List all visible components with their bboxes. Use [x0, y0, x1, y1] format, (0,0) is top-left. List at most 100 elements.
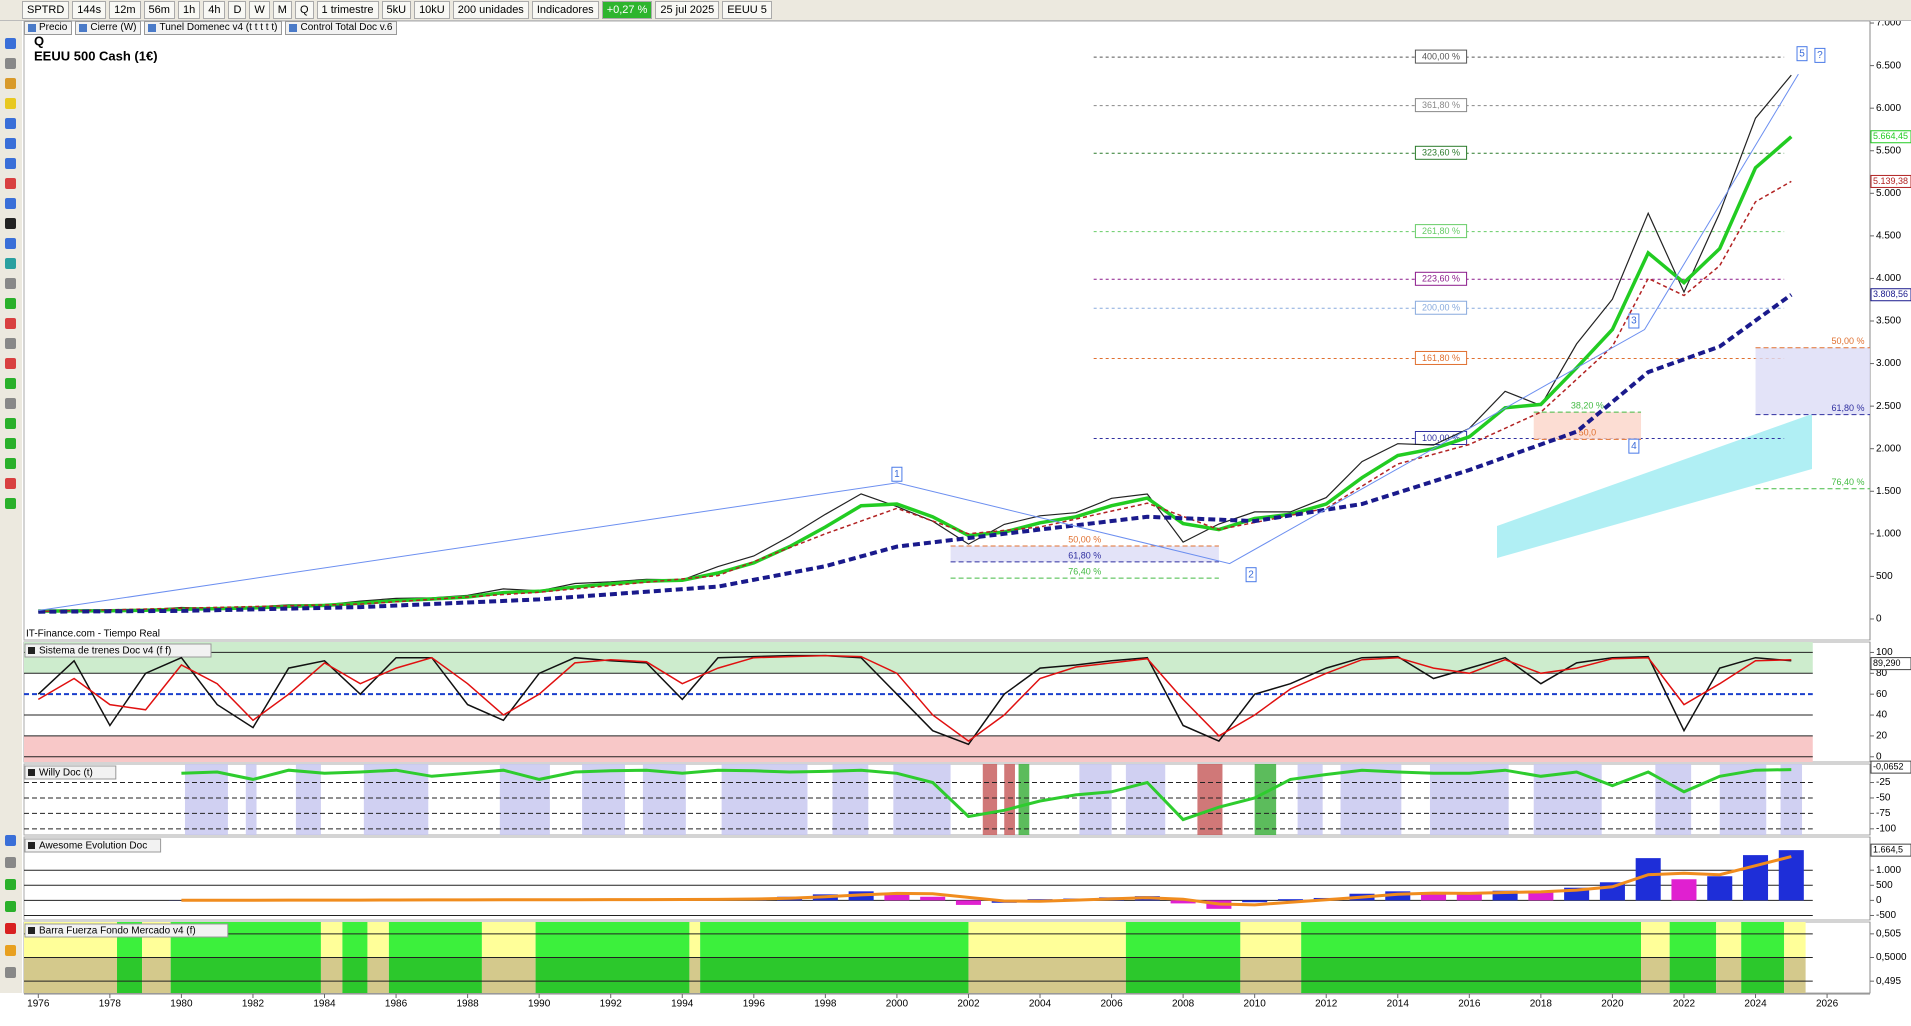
toolbar-button[interactable]: W [249, 1, 270, 19]
tool-icon[interactable] [5, 879, 16, 890]
toolbar-button[interactable]: M [272, 1, 292, 19]
x-tick-label: 2000 [886, 999, 909, 1010]
fib-label: 323,60 % [1422, 148, 1460, 158]
fib-label: 161,80 % [1422, 353, 1460, 363]
tool-icon[interactable] [5, 278, 16, 289]
tool-icon[interactable] [5, 338, 16, 349]
panel-frame [23, 836, 1871, 921]
tool-icon[interactable] [5, 138, 16, 149]
wave-label: 3 [1631, 316, 1637, 327]
state-segment [700, 922, 969, 958]
y-tick-label: -100 [1876, 823, 1896, 834]
retracement-zone [1755, 347, 1870, 415]
tool-icon[interactable] [5, 78, 16, 89]
series-line [37, 654, 1792, 743]
fib-label-box [1414, 49, 1468, 64]
tool-icon[interactable] [5, 923, 16, 934]
chart-subtitle: EEUU 500 Cash (1€) [34, 48, 158, 63]
tool-icon[interactable] [5, 857, 16, 868]
tool-icon[interactable] [5, 967, 16, 978]
x-tick-label: 2016 [1458, 999, 1481, 1010]
fib-label: 361,80 % [1422, 100, 1460, 110]
tool-icon[interactable] [5, 398, 16, 409]
toolbar: SPTRD 144s 12m 56m 1h 4h D W M Q 1 trimestre 5kU 10k… [0, 0, 1911, 21]
toolbar-button[interactable]: 200 unidades [452, 1, 529, 19]
y-tick-label: -50 [1876, 793, 1891, 804]
tool-icon[interactable] [5, 318, 16, 329]
toolbar-button[interactable]: 25 jul 2025 [655, 1, 720, 19]
panel: 1.000 500 0 -500 1.664,5 Awesome Evolution Do… [23, 836, 1911, 921]
tool-icon[interactable] [5, 178, 16, 189]
state-segment [367, 957, 389, 993]
tool-icon[interactable] [5, 358, 16, 369]
y-tick-label: 0 [1876, 895, 1882, 906]
y-tick-label: 1.000 [1876, 865, 1901, 876]
y-tick-label: 0,495 [1876, 976, 1901, 987]
tool-icon[interactable] [5, 438, 16, 449]
tool-icon[interactable] [5, 458, 16, 469]
toolbar-button[interactable]: 1 trimestre [316, 1, 379, 19]
tool-icon[interactable] [5, 58, 16, 69]
toolbar-button[interactable]: 144s [72, 1, 107, 19]
state-segment [1125, 922, 1241, 958]
wave-label: 1 [894, 469, 900, 480]
fib-label: 400,00 % [1422, 51, 1460, 61]
tool-icon[interactable] [5, 258, 16, 269]
shade-band [832, 764, 869, 835]
price-label-box [1870, 288, 1911, 302]
toolbar-button[interactable]: +0,27 % [601, 1, 653, 19]
histogram-bar [1385, 891, 1411, 901]
panel-title-icon [28, 927, 35, 934]
toolbar-button[interactable]: D [228, 1, 247, 19]
retracement-label: 61,80 % [1068, 550, 1101, 560]
toolbar-button[interactable]: 4h [203, 1, 226, 19]
toolbar-button[interactable]: 1h [177, 1, 201, 19]
tool-icon[interactable] [5, 218, 16, 229]
tool-icon[interactable] [5, 118, 16, 129]
tool-icon[interactable] [5, 198, 16, 209]
toolbar-button[interactable]: SPTRD [22, 1, 70, 19]
tabs: Precio Cierre (W) Tunel Domenec v4 (t t t … [24, 21, 398, 35]
tool-icon[interactable] [5, 98, 16, 109]
indicator-tab[interactable]: Tunel Domenec v4 (t t t t t) [144, 21, 283, 35]
tool-icon[interactable] [5, 238, 16, 249]
price-label: 3.808,56 [1873, 289, 1908, 299]
toolbar-button[interactable]: 56m [143, 1, 175, 19]
indicator-tab[interactable]: Precio [24, 21, 73, 35]
tool-icon[interactable] [5, 158, 16, 169]
tool-icon[interactable] [5, 418, 16, 429]
tool-icon[interactable] [5, 478, 16, 489]
retracement-label: 50,00 % [1068, 534, 1101, 544]
tool-icon[interactable] [5, 945, 16, 956]
toolbar-button[interactable]: Indicadores [531, 1, 599, 19]
tool-icon[interactable] [5, 901, 16, 912]
y-tick-label: 6.500 [1876, 60, 1901, 71]
panel-title: Barra Fuerza Fondo Mercado v4 (f) [39, 926, 196, 937]
y-tick-label: 100 [1876, 647, 1893, 658]
tool-icon[interactable] [5, 498, 16, 509]
toolbar-button[interactable]: 10kU [414, 1, 450, 19]
fib-label-box [1414, 145, 1468, 160]
toolbar-button[interactable]: 5kU [381, 1, 412, 19]
tool-icon[interactable] [5, 38, 16, 49]
indicator-tab[interactable]: Control Total Doc v.6 [285, 21, 398, 35]
histogram-bar [1635, 858, 1661, 901]
tool-icon[interactable] [5, 298, 16, 309]
retracement-zone [950, 546, 1219, 562]
x-tick-label: 1992 [600, 999, 623, 1010]
wave-box [1628, 438, 1640, 454]
wave-label: 2 [1248, 569, 1254, 580]
indicator-tab[interactable]: Cierre (W) [75, 21, 142, 35]
wave-box [1245, 567, 1257, 583]
shade-band [1197, 764, 1223, 835]
tool-icon[interactable] [5, 835, 16, 846]
tool-icon[interactable] [5, 378, 16, 389]
toolbar-button[interactable]: 12m [109, 1, 141, 19]
toolbar-button[interactable]: EEUU 5 [722, 1, 772, 19]
x-tick-label: 1990 [528, 999, 551, 1010]
x-tick-label: 1998 [814, 999, 837, 1010]
series-line [181, 768, 1792, 822]
toolbar-button[interactable]: Q [294, 1, 314, 19]
shade-band [1429, 764, 1509, 835]
